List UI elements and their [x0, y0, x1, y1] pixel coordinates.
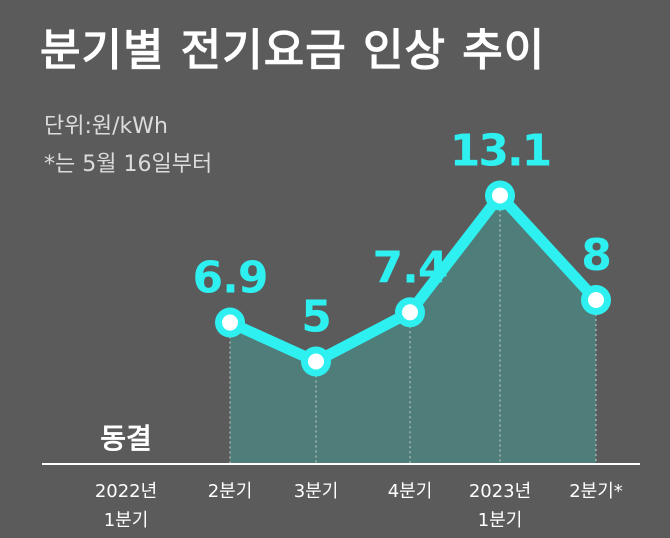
tick-label: 4분기 [388, 481, 433, 502]
guide-layer [229, 209, 597, 464]
tick-label: 2분기 [208, 481, 253, 502]
chart-title: 분기별 전기요금 인상 추이 [40, 25, 546, 76]
data-label: 13.1 [450, 125, 551, 176]
data-point-center [588, 292, 604, 308]
tick-layer: 2022년 1분기 2분기 3분기 4분기 2023년 1분기 2분기* [95, 481, 623, 531]
tick-label-line2: 1분기 [478, 510, 523, 531]
area-fill [230, 195, 596, 464]
data-point-center [492, 187, 508, 204]
footnote: *는 5월 16일부터 [44, 152, 213, 177]
data-label: 6.9 [193, 253, 268, 304]
data-label: 7.4 [373, 242, 448, 293]
data-point-center [402, 304, 418, 321]
point-layer [215, 180, 611, 377]
data-label: 5 [301, 292, 331, 343]
data-label: 8 [581, 230, 611, 281]
area-layer [230, 195, 596, 464]
data-label-frozen: 동결 [100, 422, 152, 455]
data-point-center [308, 353, 324, 370]
tick-label: 2023년 [469, 481, 531, 502]
label-layer: 동결 6.9 5 7.4 13.1 8 [100, 125, 612, 455]
tick-label: 2분기* [569, 481, 623, 502]
tick-label: 2022년 [95, 481, 157, 502]
tick-label-line2: 1분기 [104, 510, 149, 531]
unit-label: 단위:원/kWh [44, 114, 168, 139]
tick-label: 3분기 [294, 481, 339, 502]
data-point-center [222, 314, 238, 331]
